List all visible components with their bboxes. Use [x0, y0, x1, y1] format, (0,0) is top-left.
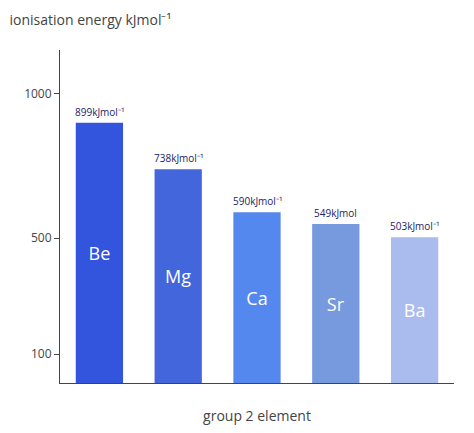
svg-text:100: 100	[31, 345, 52, 362]
svg-text:Mg: Mg	[165, 264, 191, 288]
svg-text:738kJmol⁻¹: 738kJmol⁻¹	[154, 151, 203, 165]
svg-text:590kJmol⁻¹: 590kJmol⁻¹	[233, 194, 282, 208]
svg-text:500: 500	[31, 229, 52, 246]
svg-text:503kJmol⁻¹: 503kJmol⁻¹	[390, 219, 439, 233]
svg-text:Be: Be	[89, 241, 111, 265]
svg-text:Ba: Ba	[404, 298, 426, 322]
svg-text:group 2 element: group 2 element	[203, 406, 311, 425]
svg-text:899kJmol⁻¹: 899kJmol⁻¹	[75, 105, 124, 119]
svg-text:1000: 1000	[24, 85, 52, 102]
svg-text:549kJmol: 549kJmol	[314, 206, 357, 220]
svg-text:Sr: Sr	[327, 292, 345, 316]
svg-text:Ca: Ca	[246, 286, 267, 310]
svg-text:ionisation energy kJmol⁻¹: ionisation energy kJmol⁻¹	[9, 10, 171, 29]
